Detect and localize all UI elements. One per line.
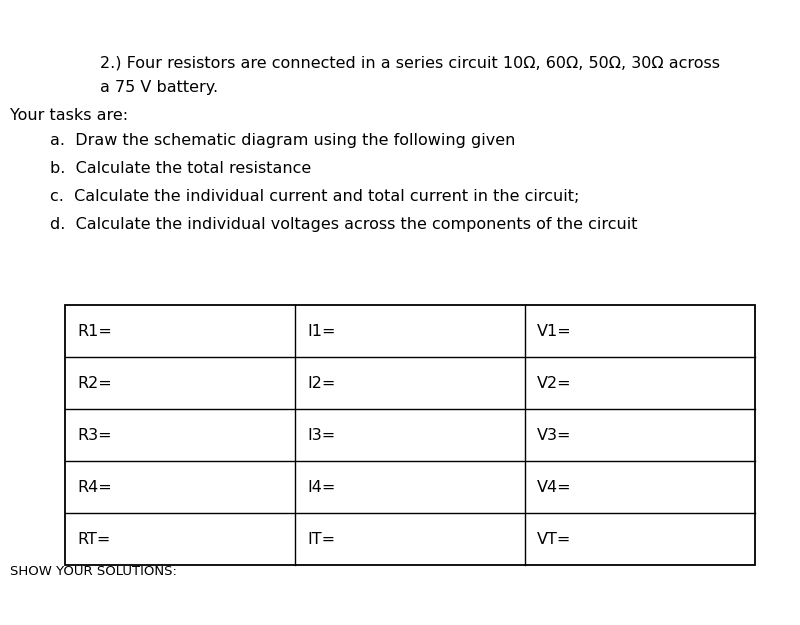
Text: c.  Calculate the individual current and total current in the circuit;: c. Calculate the individual current and … bbox=[50, 189, 579, 204]
Text: R2=: R2= bbox=[77, 376, 112, 391]
Text: RT=: RT= bbox=[77, 531, 110, 546]
Text: R3=: R3= bbox=[77, 428, 112, 442]
Text: R1=: R1= bbox=[77, 324, 112, 339]
Text: V4=: V4= bbox=[537, 479, 572, 494]
Text: 2.) Four resistors are connected in a series circuit 10Ω, 60Ω, 50Ω, 30Ω across: 2.) Four resistors are connected in a se… bbox=[100, 55, 720, 70]
Text: IT=: IT= bbox=[307, 531, 335, 546]
Text: I3=: I3= bbox=[307, 428, 335, 442]
Text: V3=: V3= bbox=[537, 428, 571, 442]
Text: a.  Draw the schematic diagram using the following given: a. Draw the schematic diagram using the … bbox=[50, 133, 515, 148]
Text: a 75 V battery.: a 75 V battery. bbox=[100, 80, 218, 95]
Text: R4=: R4= bbox=[77, 479, 112, 494]
Text: I4=: I4= bbox=[307, 479, 335, 494]
Text: I1=: I1= bbox=[307, 324, 335, 339]
Text: V1=: V1= bbox=[537, 324, 572, 339]
Text: VT=: VT= bbox=[537, 531, 571, 546]
Text: SHOW YOUR SOLUTIONS:: SHOW YOUR SOLUTIONS: bbox=[10, 565, 177, 578]
Text: V2=: V2= bbox=[537, 376, 572, 391]
Text: I2=: I2= bbox=[307, 376, 335, 391]
Text: d.  Calculate the individual voltages across the components of the circuit: d. Calculate the individual voltages acr… bbox=[50, 217, 638, 232]
Bar bbox=[65, 305, 755, 565]
Text: b.  Calculate the total resistance: b. Calculate the total resistance bbox=[50, 161, 311, 176]
Text: Your tasks are:: Your tasks are: bbox=[10, 108, 128, 123]
